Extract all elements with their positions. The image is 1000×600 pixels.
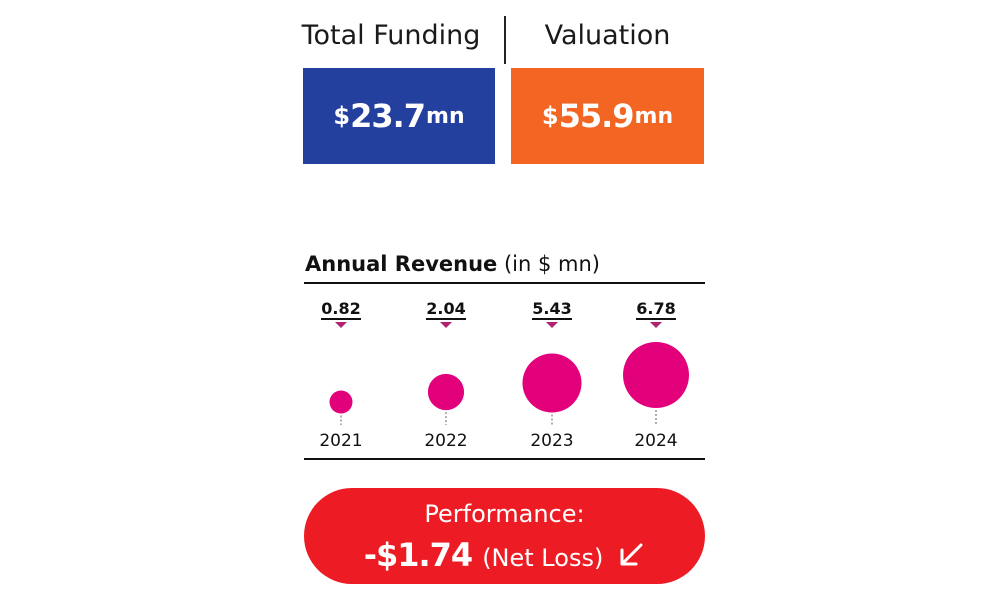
valuation-label: Valuation <box>544 20 671 51</box>
value-label: 6.78 <box>636 299 675 318</box>
funding-box: $ 23.7 mn <box>303 68 495 164</box>
chart-title-bold: Annual Revenue <box>305 252 498 276</box>
value-label: 5.43 <box>532 299 571 318</box>
value-marker <box>650 322 662 328</box>
funding-unit: mn <box>426 103 465 129</box>
performance-line: -$1.74 (Net Loss) <box>304 536 705 574</box>
chart-title: Annual Revenue (in $ mn) <box>305 252 600 276</box>
funding-label: Total Funding <box>301 20 481 51</box>
performance-note: (Net Loss) <box>482 544 604 572</box>
year-label: 2023 <box>530 431 573 451</box>
value-label: 2.04 <box>426 299 465 318</box>
performance-label: Performance: <box>424 500 585 528</box>
performance-pill: Performance: -$1.74 (Net Loss) <box>304 488 705 584</box>
funding-value: 23.7 <box>350 97 426 135</box>
valuation-currency: $ <box>541 102 559 130</box>
performance-value: -$1.74 <box>363 536 473 574</box>
chart-title-unit: (in $ mn) <box>503 252 600 276</box>
valuation-box: $ 55.9 mn <box>511 68 704 164</box>
year-label: 2024 <box>634 431 677 451</box>
value-label: 0.82 <box>321 299 360 318</box>
revenue-bubble <box>329 390 353 414</box>
value-marker <box>440 322 452 328</box>
arrow-down-left-icon <box>620 543 643 566</box>
revenue-bubble <box>623 342 689 408</box>
header-divider <box>504 16 506 64</box>
revenue-bubble <box>427 373 465 411</box>
chart-top-rule <box>304 282 705 284</box>
revenue-bubble <box>522 353 582 413</box>
value-marker <box>335 322 347 328</box>
valuation-value: 55.9 <box>558 97 635 135</box>
year-label: 2021 <box>319 431 362 451</box>
valuation-unit: mn <box>634 103 674 129</box>
funding-currency: $ <box>333 102 351 130</box>
year-label: 2022 <box>424 431 467 451</box>
chart-bottom-rule <box>304 458 705 460</box>
value-marker <box>546 322 558 328</box>
